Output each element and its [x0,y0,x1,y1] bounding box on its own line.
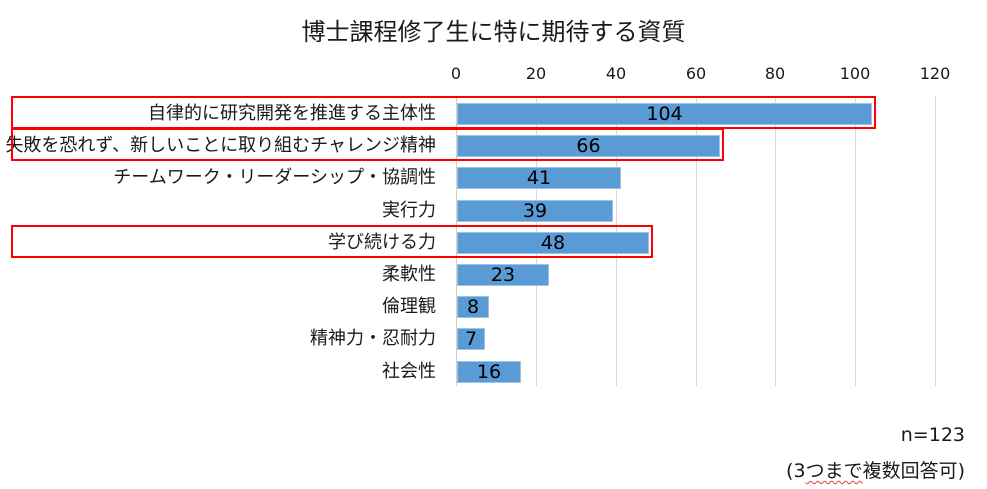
bar: 39 [457,200,613,222]
category-label: 自律的に研究開発を推進する主体性 [148,103,436,124]
highlight-box [11,128,724,161]
x-tick-label: 0 [450,64,462,83]
gridline [456,96,457,386]
answer-note: (3つまで複数回答可) [786,456,965,483]
x-tick-label: 80 [764,64,786,83]
bar-value-label: 66 [576,135,601,157]
answer-note-prefix: (3 [786,460,806,482]
x-tick-label: 20 [525,64,547,83]
highlight-box [11,96,876,129]
gridline [855,96,856,386]
gridline [935,96,936,386]
bar: 104 [457,103,872,125]
sample-size-note: n=123 [900,424,965,446]
bar-value-label: 23 [490,264,516,286]
bar-value-label: 7 [464,328,478,350]
bar-value-label: 8 [466,296,480,318]
bar-value-label: 41 [526,167,552,189]
bar: 23 [457,264,549,286]
category-label: チームワーク・リーダーシップ・協調性 [113,167,436,188]
category-label: 倫理観 [382,296,436,317]
x-tick-label: 60 [685,64,707,83]
bar-value-label: 39 [522,200,548,222]
highlight-box [11,225,653,258]
category-label: 精神力・忍耐力 [310,328,436,349]
bar-value-label: 48 [540,232,566,254]
bar-value-label: 104 [646,103,683,125]
category-label: 実行力 [382,200,436,221]
answer-note-spellcheck: つまで [805,460,863,482]
bar: 41 [457,167,621,189]
bar: 8 [457,296,489,318]
gridline [696,96,697,386]
gridline [775,96,776,386]
bar: 16 [457,361,521,383]
category-label: 柔軟性 [382,264,436,285]
x-tick-label: 40 [605,64,627,83]
category-label: 失敗を恐れず、新しいことに取り組むチャレンジ精神 [5,135,436,156]
x-tick-label: 120 [919,64,951,83]
category-label: 社会性 [382,361,436,382]
bar: 7 [457,328,485,350]
answer-note-suffix: 複数回答可) [862,460,965,482]
bar: 48 [457,232,649,254]
chart-title: 博士課程修了生に特に期待する資質 [301,18,686,46]
bar: 66 [457,135,720,157]
x-tick-label: 100 [839,64,871,83]
bar-value-label: 16 [476,361,502,383]
category-label: 学び続ける力 [328,232,436,253]
